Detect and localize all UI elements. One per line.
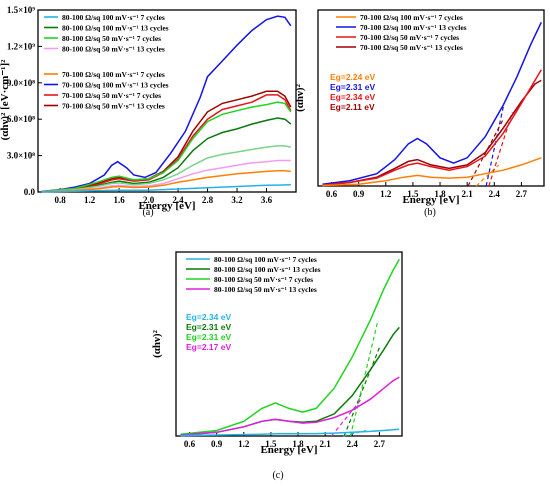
- plot-frame: [317, 9, 545, 187]
- plot-frame: [175, 251, 403, 437]
- x-tick-label: 1.5: [407, 189, 419, 199]
- x-tick-label: 1.5: [265, 439, 277, 449]
- series-line: [41, 94, 292, 193]
- x-tick-label: 2.4: [489, 189, 501, 199]
- legend-label: 80-100 Ω/sq 100 mV·s⁻¹ 13 cycles: [62, 24, 169, 33]
- bandgap-label: Eg=2.31 eV: [186, 322, 231, 332]
- series-line: [322, 21, 542, 185]
- plot-frame: [37, 9, 297, 193]
- x-axis-label: Energy [eV]: [138, 200, 195, 212]
- x-tick-label: 2.8: [202, 195, 214, 205]
- series-line: [322, 79, 542, 186]
- legend-label: 80-100 Ω/sq 100 mV·s⁻¹ 7 cycles: [62, 13, 165, 22]
- series-line: [41, 117, 292, 193]
- bandgap-label: Eg=2.31 eV: [330, 82, 375, 92]
- legend-label: 70-100 Ω/sq 100 mV·s⁻¹ 7 cycles: [62, 70, 165, 79]
- x-tick-label: 2.4: [172, 195, 184, 205]
- legend-label: 80-100 Ω/sq 100 mV·s⁻¹ 13 cycles: [214, 265, 321, 274]
- legend-label: 80-100 Ω/sq 100 mV·s⁻¹ 7 cycles: [214, 255, 317, 264]
- series-line: [322, 157, 542, 187]
- bandgap-label: Eg=2.34 eV: [330, 92, 375, 102]
- series-line: [41, 159, 291, 193]
- x-tick-label: 2.0: [143, 195, 155, 205]
- legend-label: 70-100 Ω/sq 100 mV·s⁻¹ 7 cycles: [360, 13, 463, 22]
- x-tick-label: 3.6: [261, 195, 273, 205]
- legend-label: 80-100 Ω/sq 50 mV·s⁻¹ 13 cycles: [214, 285, 317, 294]
- legend-label: 70-100 Ω/sq 100 mV·s⁻¹ 13 cycles: [62, 81, 169, 90]
- bandgap-label: Eg=2.24 eV: [330, 72, 375, 82]
- bandgap-label: Eg=2.34 eV: [186, 312, 231, 322]
- x-tick-label: 2.1: [462, 189, 474, 199]
- y-tick-label: 3.0×10⁸: [7, 151, 35, 161]
- x-axis-label: Energy [eV]: [402, 194, 459, 206]
- legend-label: 80-100 Ω/sq 50 mV·s⁻¹ 7 cycles: [62, 34, 161, 43]
- series-line: [41, 101, 292, 193]
- tangent-line: [343, 347, 380, 437]
- legend-label: 70-100 Ω/sq 50 mV·s⁻¹ 13 cycles: [62, 102, 165, 111]
- series-line: [41, 90, 292, 193]
- tangent-line: [331, 398, 362, 437]
- x-tick-label: 1.8: [434, 189, 446, 199]
- y-axis-label: (αhν)²: [151, 329, 163, 357]
- bandgap-label: Eg=2.31 eV: [186, 332, 231, 342]
- panel-caption: (c): [272, 470, 283, 481]
- y-tick-label: 9.0×10⁸: [7, 78, 35, 88]
- x-tick-label: 1.2: [238, 439, 250, 449]
- x-tick-label: 1.6: [113, 195, 125, 205]
- series-line: [180, 428, 400, 437]
- series-line: [41, 15, 292, 193]
- bandgap-label: Eg=2.17 eV: [186, 342, 231, 352]
- panel-a-chart: 0.8 1.2 1.6 2.0 2.4 2.8 3.2 3.6 0.0 3.0×10⁸ 6.0×10…: [0, 5, 297, 218]
- panel-b-chart: 0.6 0.9 1.2 1.5 1.8 2.1 2.4 2.7 Energy [eV] (αhν)…: [294, 9, 545, 218]
- tangent-line: [475, 164, 500, 187]
- x-tick-label: 2.4: [347, 439, 359, 449]
- y-tick-label: 1.5×10⁹: [7, 5, 35, 15]
- legend-label: 70-100 Ω/sq 50 mV·s⁻¹ 13 cycles: [360, 43, 463, 52]
- series-line: [41, 145, 291, 193]
- legend-label: 70-100 Ω/sq 100 mV·s⁻¹ 13 cycles: [360, 23, 467, 32]
- y-tick-label: 0.0: [24, 187, 36, 197]
- bandgap-label: Eg=2.11 eV: [330, 102, 375, 112]
- x-tick-label: 3.2: [231, 195, 243, 205]
- panel-c-chart: 0.6 0.9 1.2 1.5 1.8 2.1 2.4 2.7 Energy [eV] (αhν)…: [151, 251, 403, 481]
- y-tick-label: 1.2×10⁹: [7, 41, 35, 51]
- x-tick-label: 1.2: [380, 189, 392, 199]
- legend-label: 70-100 Ω/sq 50 mV·s⁻¹ 7 cycles: [360, 33, 459, 42]
- x-tick-label: 0.6: [326, 189, 338, 199]
- x-tick-label: 2.7: [374, 439, 386, 449]
- y-axis-label: (αhν)²: [294, 83, 306, 111]
- x-axis-label: Energy [eV]: [260, 444, 317, 456]
- legend-label: 80-100 Ω/sq 50 mV·s⁻¹ 13 cycles: [62, 45, 165, 54]
- y-axis-label: (αhν)² [eV·cm⁻¹]²: [0, 59, 11, 141]
- x-tick-label: 2.1: [320, 439, 332, 449]
- panel-caption: (a): [142, 207, 153, 218]
- panel-caption: (b): [424, 207, 436, 218]
- legend-label: 80-100 Ω/sq 50 mV·s⁻¹ 7 cycles: [214, 275, 313, 284]
- y-tick-label: 6.0×10⁸: [7, 114, 35, 124]
- series-line: [180, 376, 400, 436]
- x-tick-label: 0.9: [211, 439, 223, 449]
- x-tick-label: 0.6: [184, 439, 196, 449]
- x-tick-label: 2.7: [516, 189, 528, 199]
- series-line: [322, 69, 542, 186]
- x-tick-label: 1.8: [292, 439, 304, 449]
- x-tick-label: 1.2: [84, 195, 96, 205]
- series-line: [41, 183, 291, 193]
- series-line: [180, 259, 400, 435]
- x-tick-label: 0.9: [353, 189, 365, 199]
- series-line: [41, 170, 291, 193]
- tangent-line: [343, 429, 366, 437]
- x-tick-label: 0.8: [54, 195, 66, 205]
- legend-label: 70-100 Ω/sq 50 mV·s⁻¹ 7 cycles: [62, 91, 161, 100]
